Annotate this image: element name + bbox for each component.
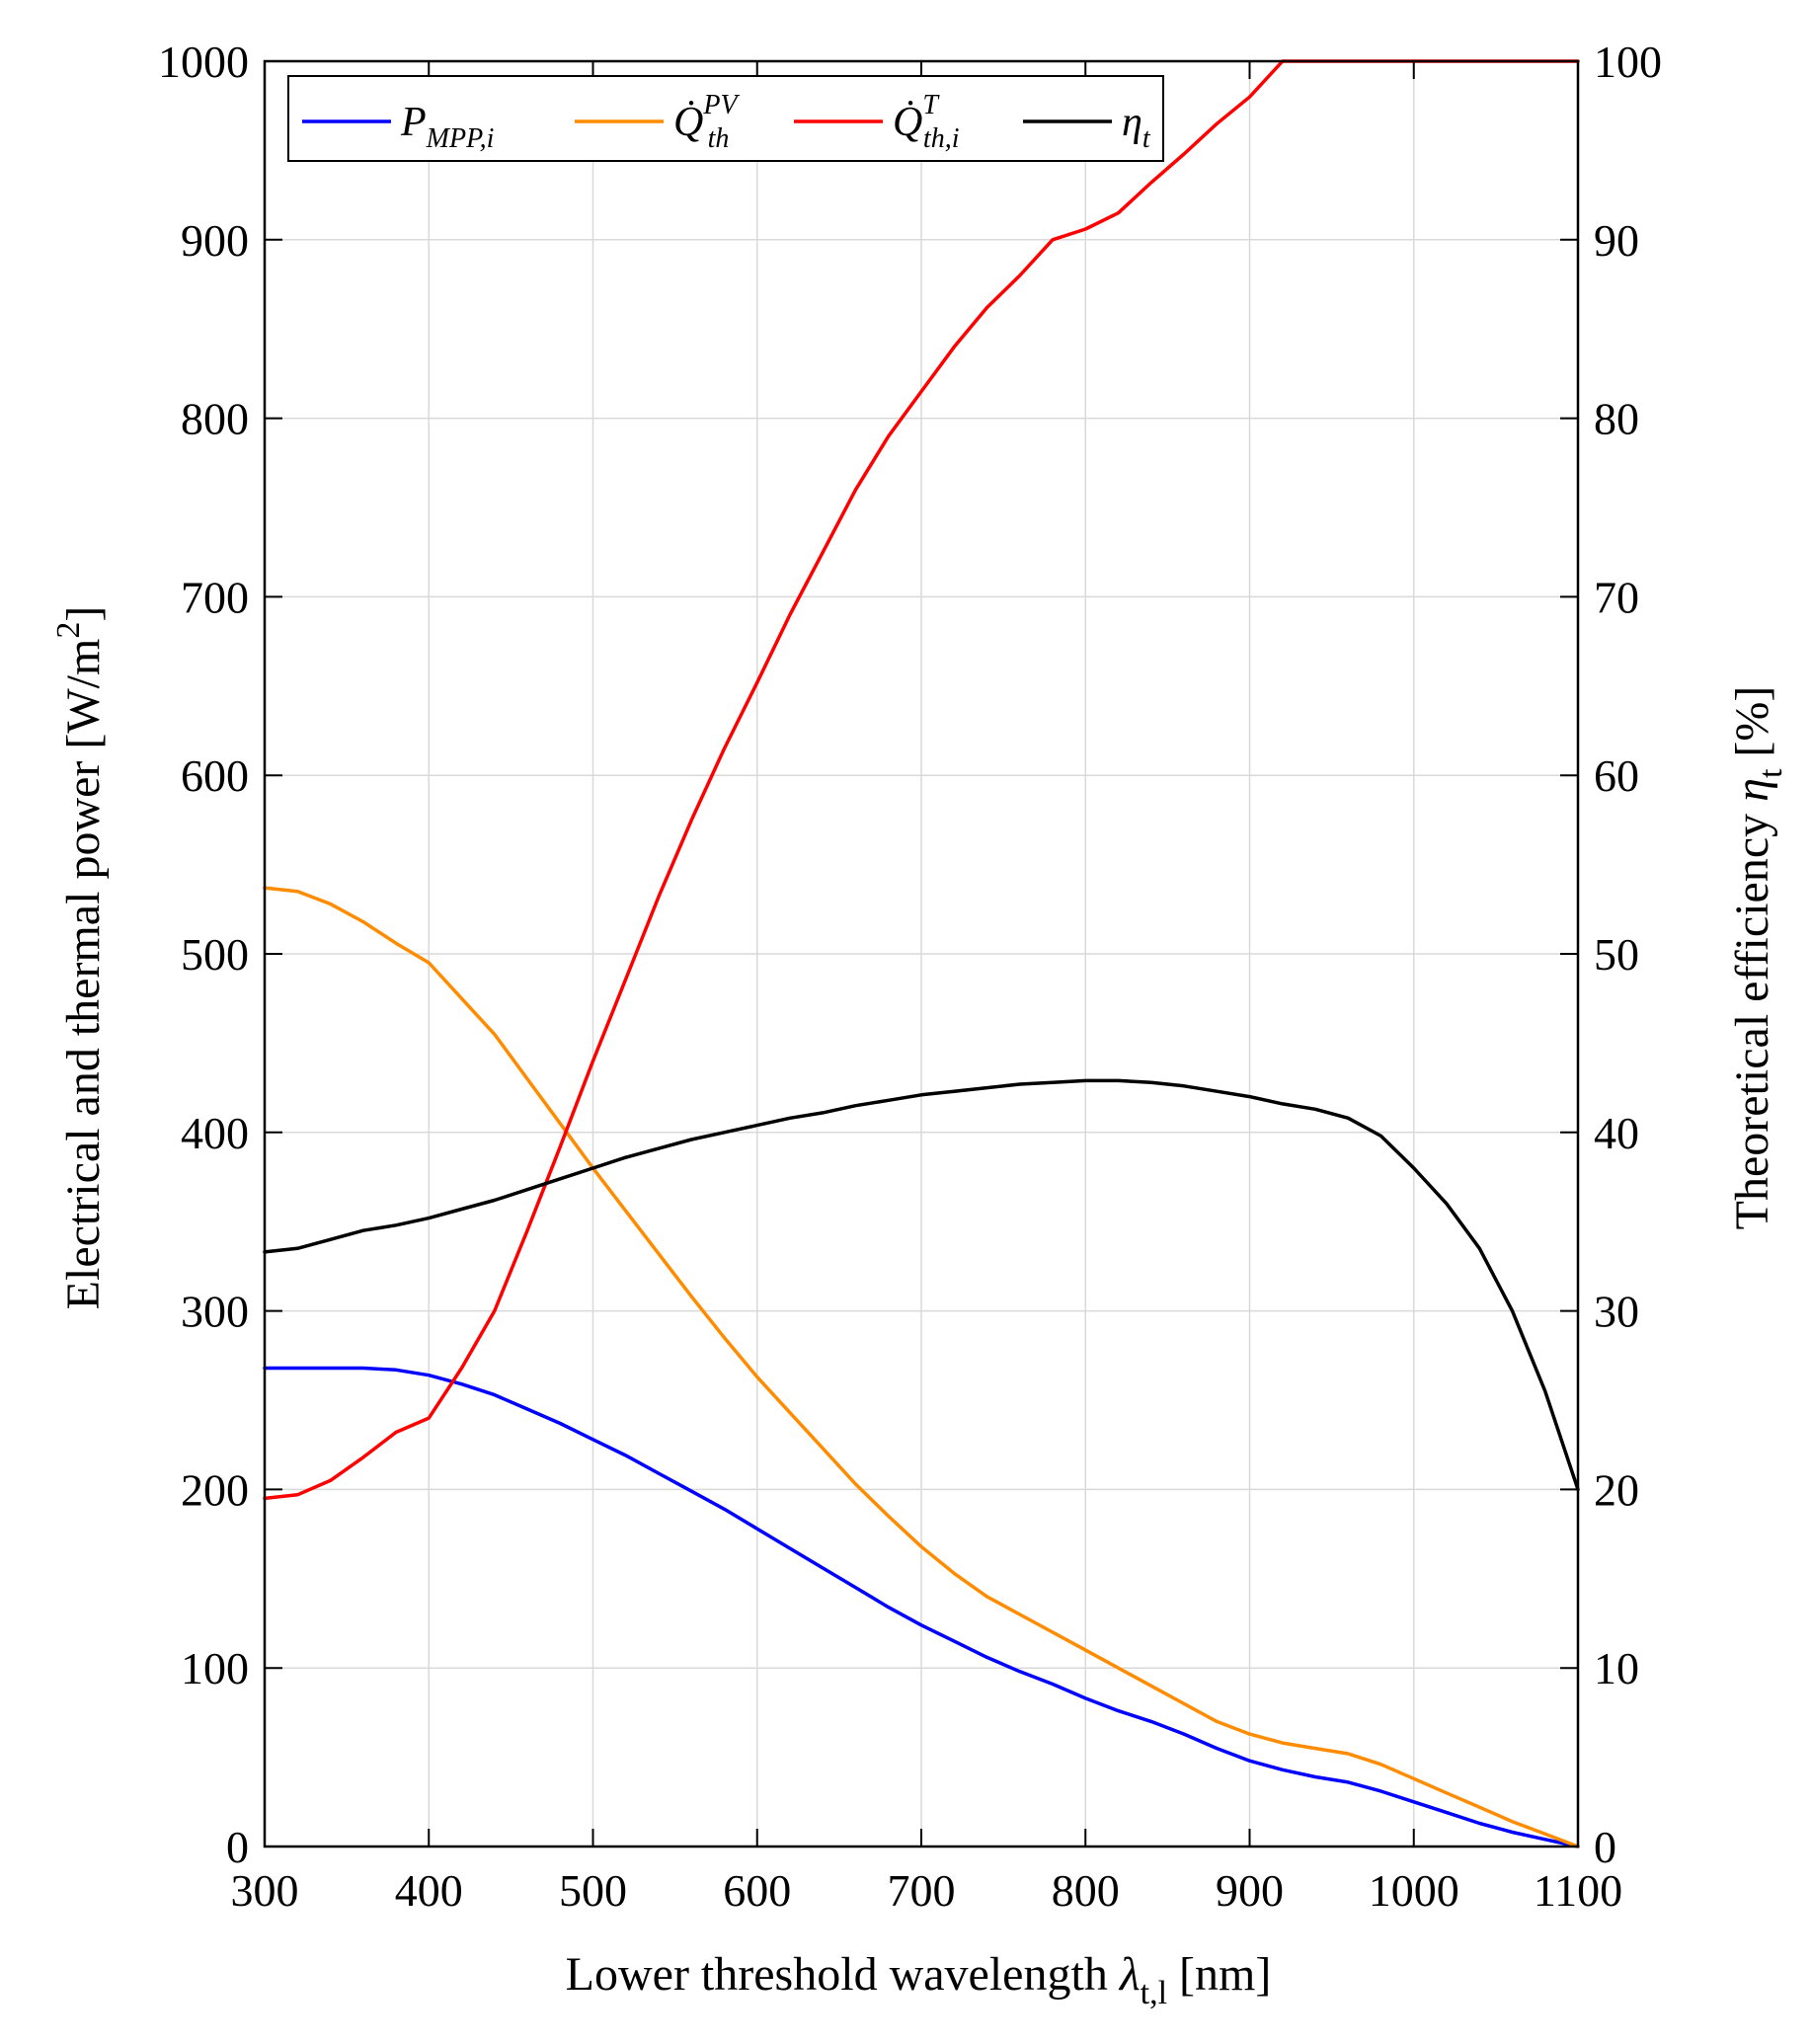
y-left-tick-label: 0: [226, 1822, 249, 1872]
legend-label-2: Q̇T th,i: [893, 90, 959, 154]
legend-label-0: PMPP,i: [400, 100, 494, 154]
x-tick-label: 500: [559, 1865, 627, 1916]
y-axis-left-title: Electrical and thermal power [W/m2]: [50, 606, 110, 1310]
y-right-tick-label: 10: [1594, 1643, 1639, 1693]
legend-label-3: ηt: [1122, 100, 1151, 154]
x-tick-label: 1100: [1534, 1865, 1622, 1916]
x-tick-label: 1000: [1369, 1865, 1459, 1916]
y-right-tick-label: 60: [1594, 750, 1639, 801]
y-left-tick-label: 500: [181, 929, 249, 980]
legend-box: [287, 75, 1164, 162]
x-tick-label: 300: [231, 1865, 299, 1916]
y-right-tick-label: 40: [1594, 1108, 1639, 1158]
ticks: 300 400 500 600 700 800 900 1000 110001002003004…: [158, 37, 1662, 1916]
y-right-tick-label: 80: [1594, 394, 1639, 444]
y-left-tick-label: 300: [181, 1287, 249, 1337]
y-right-tick-label: 0: [1594, 1822, 1616, 1872]
y-left-tick-label: 800: [181, 394, 249, 444]
y-left-tick-label: 600: [181, 750, 249, 801]
x-tick-label: 700: [888, 1865, 956, 1916]
y-left-tick-label: 200: [181, 1464, 249, 1515]
legend: PMPP,i Q̇PV th Q̇T th,i ηt: [287, 75, 1164, 162]
y-right-tick-label: 90: [1594, 215, 1639, 266]
y-right-tick-label: 20: [1594, 1464, 1639, 1515]
y-axis-right-title: Theoretical efficiency ηt [%]: [1726, 686, 1789, 1230]
x-tick-label: 900: [1216, 1865, 1284, 1916]
y-left-tick-label: 900: [181, 215, 249, 266]
x-axis-title: Lower threshold wavelength λt,l [nm]: [566, 1948, 1272, 2011]
y-left-tick-label: 700: [181, 572, 249, 622]
y-left-tick-label: 1000: [158, 37, 249, 87]
grid: [264, 60, 1579, 1847]
legend-label-1: Q̇PV th: [673, 90, 740, 154]
y-left-tick-label: 100: [181, 1643, 249, 1693]
x-tick-label: 800: [1052, 1865, 1120, 1916]
y-right-tick-label: 100: [1594, 37, 1662, 87]
y-right-tick-label: 30: [1594, 1287, 1639, 1337]
y-left-tick-label: 400: [181, 1108, 249, 1158]
y-right-tick-label: 50: [1594, 929, 1639, 980]
x-tick-label: 600: [723, 1865, 791, 1916]
x-tick-label: 400: [395, 1865, 463, 1916]
y-right-tick-label: 70: [1594, 572, 1639, 622]
